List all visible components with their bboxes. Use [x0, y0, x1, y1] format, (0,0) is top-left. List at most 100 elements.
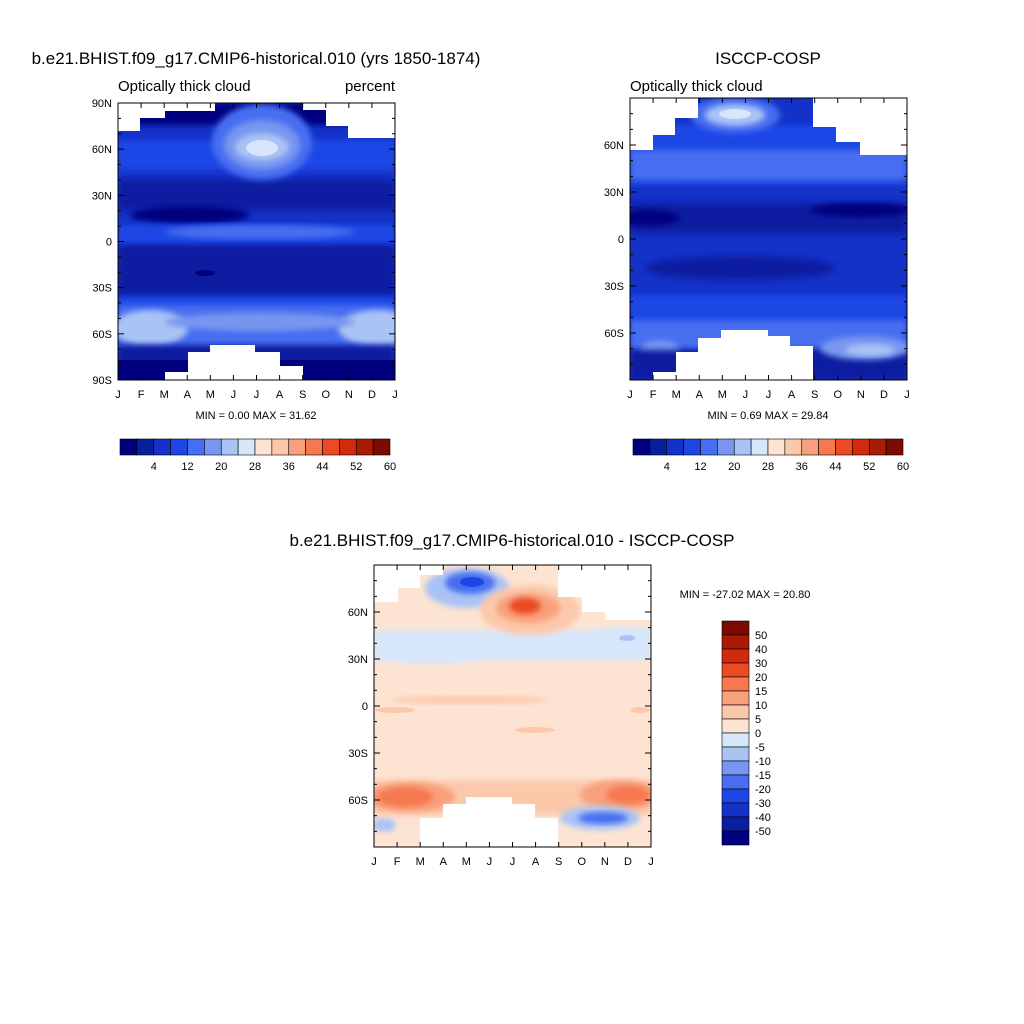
- colorbar-swatch: [721, 704, 750, 720]
- colorbar-label: 15: [755, 686, 767, 698]
- x-tick-label: S: [811, 389, 818, 401]
- colorbar-swatch: [852, 438, 870, 456]
- colorbar-swatch: [721, 816, 750, 832]
- colorbar-swatch: [119, 438, 138, 456]
- x-tick-label: J: [766, 389, 772, 401]
- colorbar-swatch: [237, 438, 256, 456]
- colorbar-label: 4: [664, 461, 670, 473]
- colorbar-swatch: [187, 438, 205, 456]
- y-tick-label: 90N: [92, 98, 112, 110]
- colorbar-swatch: [767, 438, 786, 456]
- colorbar-swatch: [339, 438, 357, 456]
- colorbar-label: 50: [755, 630, 767, 642]
- y-tick-label: 30S: [348, 748, 368, 760]
- panel-model-variable-label: Optically thick cloud: [118, 78, 251, 95]
- colorbar-label: 12: [694, 461, 706, 473]
- x-tick-label: J: [627, 389, 633, 401]
- panel-obs-minmax: MIN = 0.69 MAX = 29.84: [707, 410, 828, 422]
- panel-model-units-label: percent: [345, 78, 396, 95]
- y-tick-label: 30S: [604, 281, 624, 293]
- colorbar-swatch: [721, 830, 750, 846]
- x-tick-label: J: [487, 856, 493, 868]
- x-tick-label: N: [601, 856, 609, 868]
- colorbar-swatch: [721, 676, 750, 692]
- panel-diff: b.e21.BHIST.f09_g17.CMIP6-historical.010…: [289, 531, 810, 868]
- panel-model-axes: J F M A M J J A S O N D J 90N 60N 30N 0 30S 60S 90S: [92, 98, 398, 401]
- colorbar-swatch: [683, 438, 701, 456]
- colorbar-label: 28: [762, 461, 774, 473]
- colorbar-swatch: [355, 438, 374, 456]
- colorbar-swatch: [721, 774, 750, 790]
- colorbar-swatch: [305, 438, 323, 456]
- colorbar-label: -15: [755, 770, 771, 782]
- colorbar-swatch: [885, 438, 904, 456]
- colorbar-label: 44: [829, 461, 841, 473]
- y-tick-label: 60N: [604, 140, 624, 152]
- colorbar-swatch: [733, 438, 752, 456]
- x-tick-label: J: [510, 856, 516, 868]
- panel-diff-axes: J F M A M J J A S O N D J 60N 30N 0 30S 60S: [348, 565, 654, 868]
- colorbar-label: 36: [283, 461, 295, 473]
- colorbar-label: -50: [755, 826, 771, 838]
- x-tick-label: F: [394, 856, 401, 868]
- colorbar-swatch: [721, 662, 750, 678]
- x-tick-label: A: [440, 856, 448, 868]
- colorbar-swatch: [372, 438, 391, 456]
- x-tick-label: M: [462, 856, 471, 868]
- x-tick-label: D: [624, 856, 632, 868]
- colorbar-label: 4: [151, 461, 157, 473]
- colorbar-swatch: [288, 438, 306, 456]
- colorbar-swatch: [721, 802, 750, 818]
- x-tick-label: F: [138, 389, 145, 401]
- colorbar-swatch: [868, 438, 887, 456]
- x-tick-label: F: [650, 389, 657, 401]
- colorbar-swatch: [136, 438, 155, 456]
- colorbar-label: -5: [755, 742, 765, 754]
- colorbar-swatch: [721, 648, 750, 664]
- colorbar-label: 36: [796, 461, 808, 473]
- colorbar-label: 30: [755, 658, 767, 670]
- colorbar-swatch: [153, 438, 171, 456]
- x-tick-label: J: [743, 389, 749, 401]
- y-tick-label: 60S: [604, 328, 624, 340]
- colorbar-label: 0: [755, 728, 761, 740]
- panel-model-colorbar: 4 12 20 28 36 44 52 60: [119, 438, 396, 473]
- y-tick-label: 30S: [92, 283, 112, 295]
- colorbar-label: -40: [755, 812, 771, 824]
- panel-model-field: [118, 103, 395, 380]
- colorbar-label: 12: [181, 461, 193, 473]
- colorbar-label: 10: [755, 700, 767, 712]
- colorbar-label: 40: [755, 644, 767, 656]
- x-tick-label: M: [416, 856, 425, 868]
- panel-diff-minmax: MIN = -27.02 MAX = 20.80: [680, 589, 811, 601]
- colorbar-swatch: [784, 438, 803, 456]
- colorbar-label: 52: [863, 461, 875, 473]
- x-tick-label: J: [231, 389, 237, 401]
- x-tick-label: J: [371, 856, 377, 868]
- x-tick-label: N: [345, 389, 353, 401]
- y-tick-label: 90S: [92, 375, 112, 387]
- x-tick-label: D: [880, 389, 888, 401]
- colorbar-swatch: [721, 690, 750, 706]
- colorbar-swatch: [721, 746, 750, 762]
- panel-obs-axes: J F M A M J J A S O N D J 60N 30N 0 30S 60S: [604, 98, 910, 401]
- colorbar-swatch: [801, 438, 819, 456]
- y-tick-label: 60S: [348, 795, 368, 807]
- x-tick-label: J: [115, 389, 121, 401]
- colorbar-swatch: [717, 438, 735, 456]
- panel-obs-colorbar: 4 12 20 28 36 44 52 60: [632, 438, 909, 473]
- colorbar-swatch: [220, 438, 239, 456]
- x-tick-label: J: [254, 389, 260, 401]
- colorbar-label: 20: [215, 461, 227, 473]
- colorbar-swatch: [721, 788, 750, 804]
- x-tick-label: J: [392, 389, 398, 401]
- y-tick-label: 60N: [348, 607, 368, 619]
- colorbar-swatch: [170, 438, 188, 456]
- colorbar-swatch: [271, 438, 290, 456]
- panel-obs: ISCCP-COSP Optically thick cloud: [604, 49, 910, 473]
- colorbar-swatch: [700, 438, 718, 456]
- colorbar-label: 5: [755, 714, 761, 726]
- x-tick-label: A: [788, 389, 796, 401]
